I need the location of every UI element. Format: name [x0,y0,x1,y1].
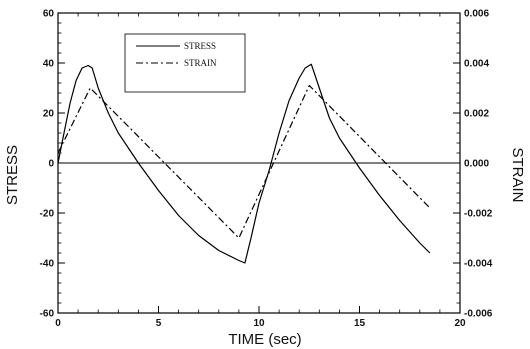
x-axis-title: TIME (sec) [228,331,301,348]
y2-tick-label: -0.004 [464,259,493,270]
y-tick-label: -40 [40,259,55,270]
y-axis-title: STRESS [4,145,21,205]
y-axis-ticks: -60 -40 -20 0 20 40 60 [40,9,65,320]
y2-tick-label: -0.002 [464,209,493,220]
y2-axis-title: STRAIN [509,147,526,202]
y-tick-label: 20 [43,109,55,120]
series-line-strain [57,84,431,239]
legend-label-stress: STRESS [184,41,216,51]
x-tick-label: 5 [156,318,162,329]
y-tick-label: 40 [43,59,55,70]
y2-tick-label: -0.006 [464,309,493,320]
x-tick-label: 0 [55,318,61,329]
legend-box [124,33,246,93]
x-axis-ticks: 0 5 10 15 20 [55,13,466,329]
y2-tick-label: 0.004 [464,59,489,70]
y-tick-label: 0 [48,159,54,170]
series-lines [57,63,431,264]
series-line-stress [57,63,431,264]
y2-axis-ticks: -0.006 -0.004 -0.002 0.000 0.002 0.004 0.006 [453,9,493,320]
y2-tick-label: 0.006 [464,9,489,20]
x-tick-label: 15 [354,318,366,329]
legend-label-strain: STRAIN [184,58,217,68]
y-tick-label: -60 [40,309,55,320]
x-tick-label: 20 [454,318,466,329]
y-tick-label: -20 [40,209,55,220]
y2-tick-label: 0.000 [464,159,489,170]
y-tick-label: 60 [43,9,55,20]
x-tick-label: 10 [253,318,265,329]
y2-tick-label: 0.002 [464,109,489,120]
legend: STRESS STRAIN [124,33,246,93]
